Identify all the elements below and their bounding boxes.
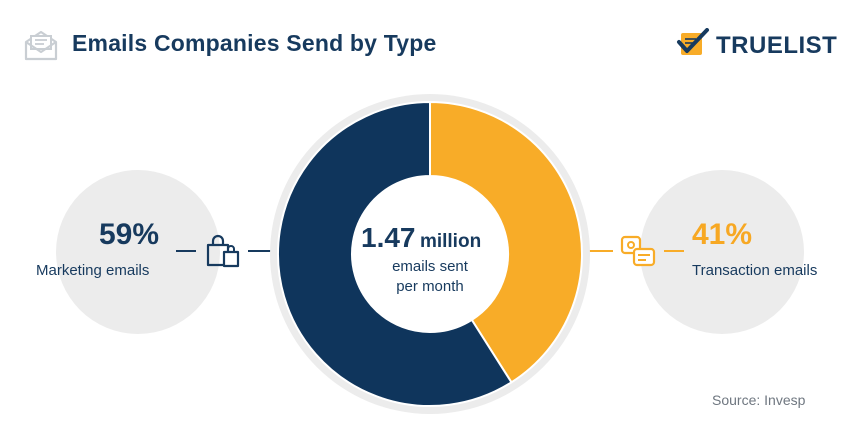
brand-name: TRUELIST xyxy=(716,31,838,59)
center-value: 1.47 xyxy=(361,222,416,253)
transaction-bubble xyxy=(640,170,804,334)
shopping-bag-icon xyxy=(203,232,243,270)
center-subtitle: emails sent per month xyxy=(365,257,495,297)
transaction-connector-line-2 xyxy=(664,250,684,252)
center-subtitle-line1: emails sent xyxy=(392,258,468,275)
donut-chart xyxy=(270,94,590,414)
center-subtitle-line2: per month xyxy=(396,278,464,295)
marketing-connector-line-2 xyxy=(248,250,286,252)
transaction-label: Transaction emails xyxy=(692,262,818,279)
transaction-connector-line xyxy=(575,250,613,252)
center-unit: million xyxy=(419,231,482,252)
center-total: 1.47 million xyxy=(361,222,481,254)
page-title: Emails Companies Send by Type xyxy=(72,30,437,56)
payment-exchange-icon xyxy=(618,232,658,270)
marketing-label: Marketing emails xyxy=(36,262,150,279)
donut-hole xyxy=(352,176,508,332)
source-note: Source: Invesp xyxy=(712,392,806,408)
marketing-bubble xyxy=(56,170,220,334)
transaction-percent: 41% xyxy=(692,218,753,251)
brand-logo: TRUELIST xyxy=(676,28,837,63)
checklist-logo-icon xyxy=(676,28,710,63)
marketing-percent: 59% xyxy=(99,218,160,251)
header-envelope-icon xyxy=(22,28,60,62)
marketing-connector-line xyxy=(176,250,196,252)
